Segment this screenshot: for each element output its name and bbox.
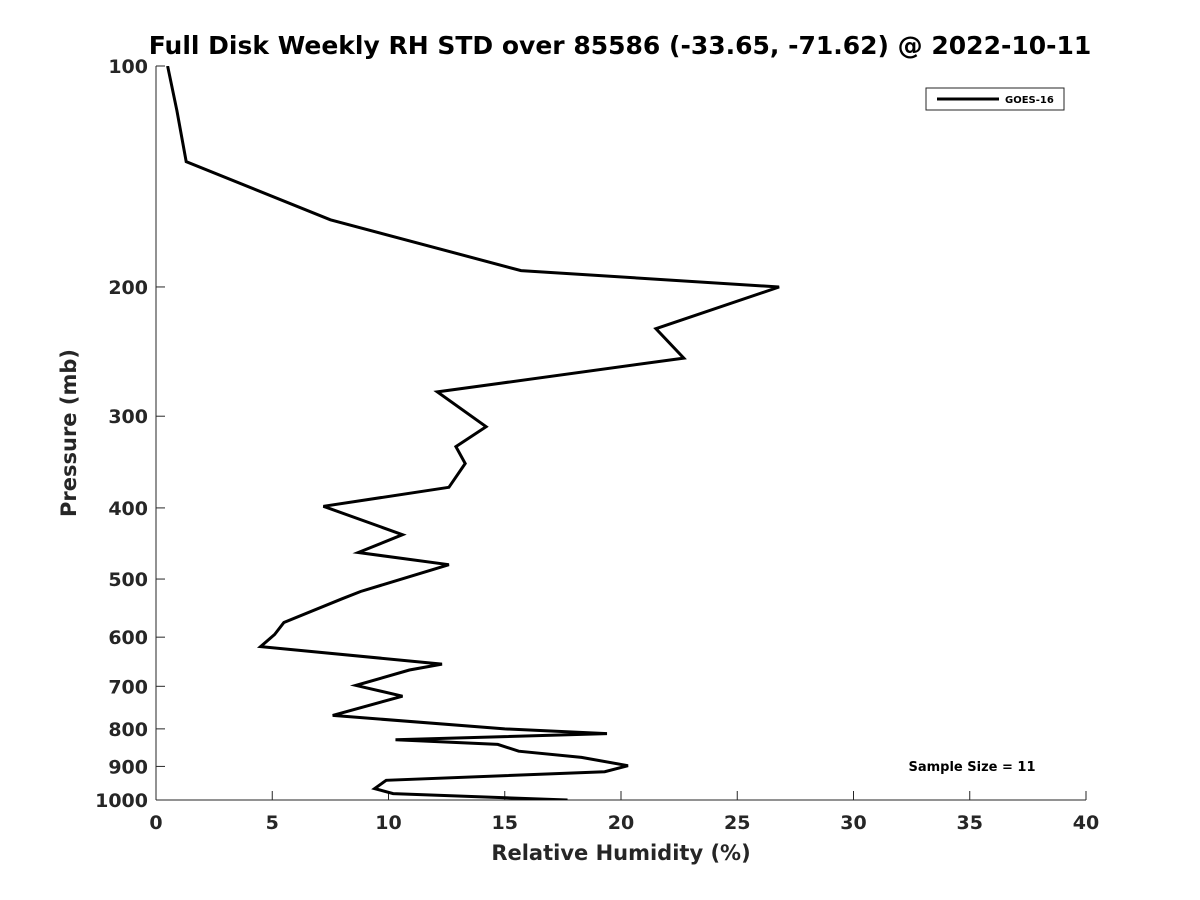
y-tick-label: 200 xyxy=(108,277,148,299)
x-tick-label: 20 xyxy=(608,812,634,834)
y-tick-label: 300 xyxy=(108,406,148,428)
sample-size-annotation: Sample Size = 11 xyxy=(908,760,1035,775)
y-tick-label: 600 xyxy=(108,627,148,649)
y-tick-label: 800 xyxy=(108,719,148,741)
legend-label: GOES-16 xyxy=(1005,95,1054,106)
x-tick-label: 35 xyxy=(957,812,983,834)
x-tick-label: 30 xyxy=(840,812,866,834)
x-axis-label: Relative Humidity (%) xyxy=(491,841,750,865)
x-ticks: 0 5 10 15 20 25 30 35 40 xyxy=(149,791,1099,834)
x-tick-label: 0 xyxy=(149,812,162,834)
axes xyxy=(155,66,1086,801)
y-tick-label: 900 xyxy=(108,756,148,778)
x-tick-label: 5 xyxy=(266,812,279,834)
series-line-goes-16 xyxy=(166,66,780,800)
y-axis-label: Pressure (mb) xyxy=(57,349,81,517)
y-tick-label: 400 xyxy=(108,498,148,520)
y-ticks: 100 200 300 400 500 600 700 800 900 1000 xyxy=(95,56,165,812)
y-tick-label: 500 xyxy=(108,569,148,591)
y-tick-label: 700 xyxy=(108,676,148,698)
x-tick-label: 25 xyxy=(724,812,750,834)
x-tick-label: 40 xyxy=(1073,812,1099,834)
x-tick-label: 10 xyxy=(375,812,401,834)
series-group xyxy=(166,66,780,800)
legend: GOES-16 xyxy=(925,87,1065,111)
x-tick-label: 15 xyxy=(492,812,518,834)
y-tick-label: 1000 xyxy=(95,790,148,812)
chart-title: Full Disk Weekly RH STD over 85586 (-33.… xyxy=(149,31,1092,60)
y-tick-label: 100 xyxy=(108,56,148,78)
